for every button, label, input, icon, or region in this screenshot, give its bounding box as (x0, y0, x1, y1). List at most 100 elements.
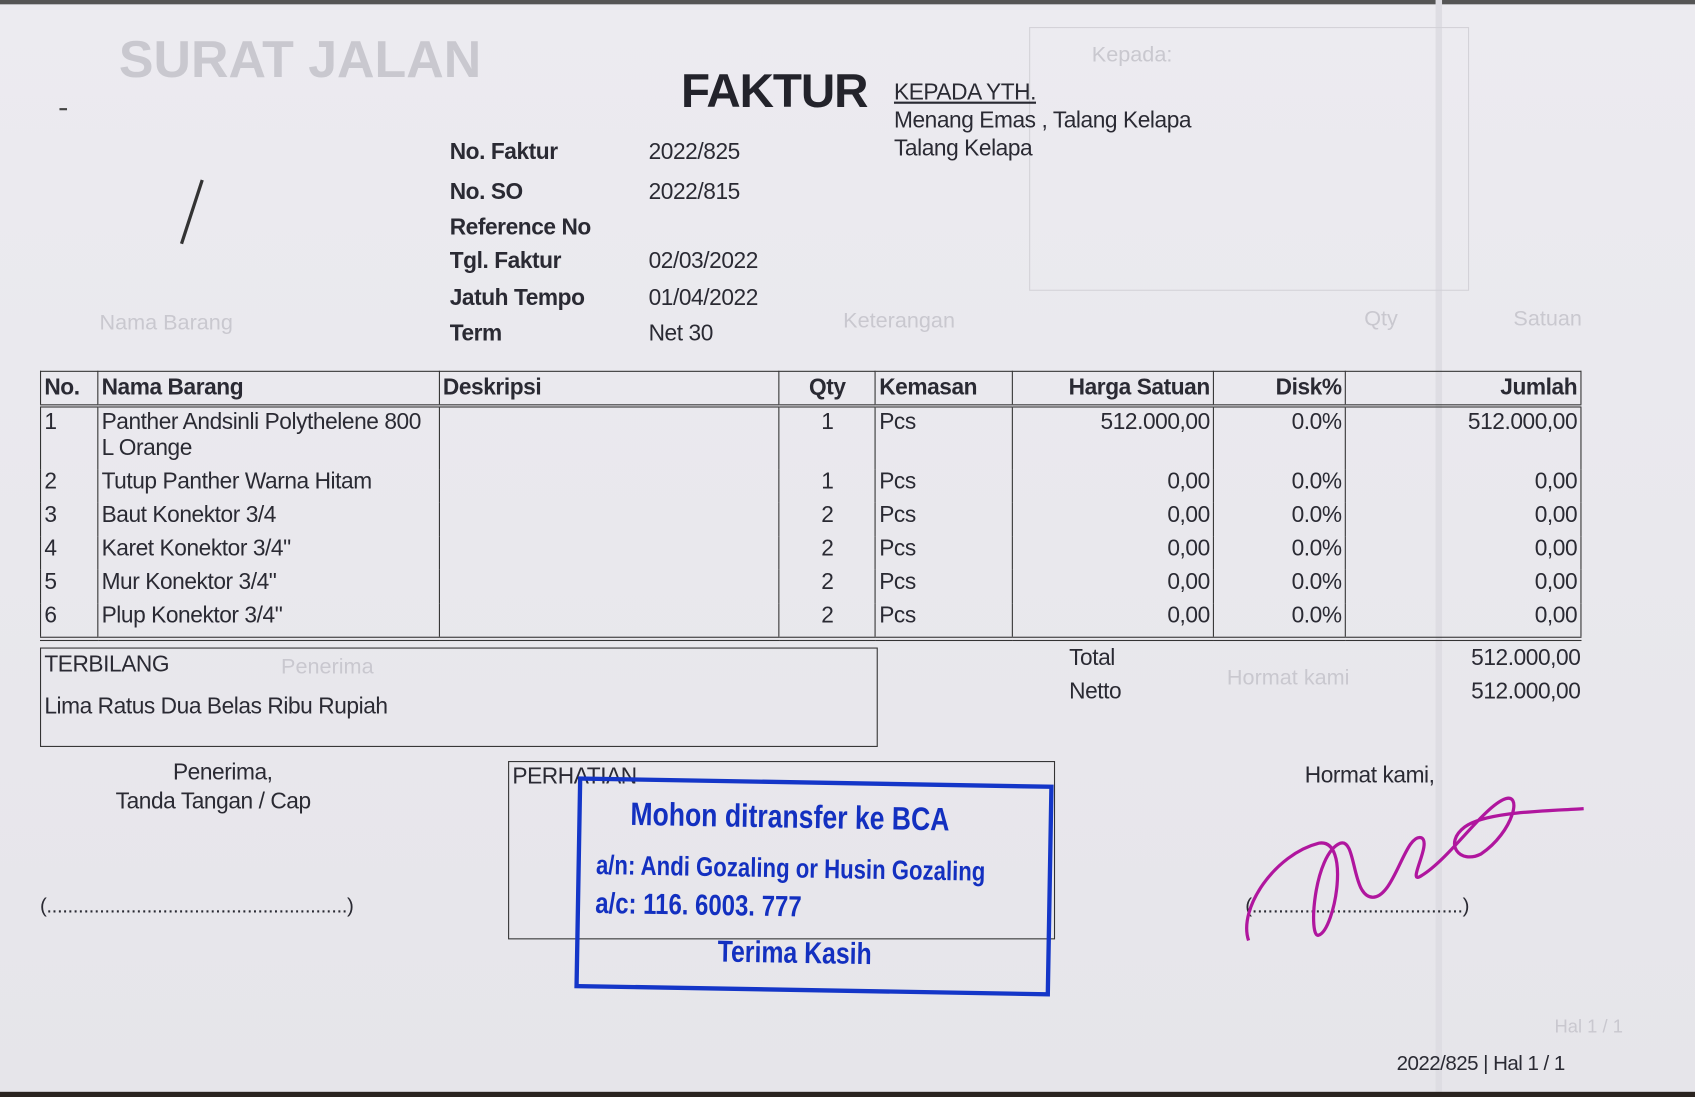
cell-disk: 0.0% (1213, 603, 1346, 642)
netto-label: Netto (1069, 678, 1122, 704)
cell-nama: Karet Konektor 3/4" (97, 536, 440, 570)
total-value: 512.000,00 (1471, 645, 1581, 671)
cell-harga: 0,00 (1012, 502, 1215, 537)
cell-jumlah: 0,00 (1344, 536, 1582, 570)
cell-jumlah: 0,00 (1344, 469, 1582, 503)
cell-nama: Tutup Panther Warna Hitam (97, 469, 440, 503)
cell-disk: 0.0% (1213, 502, 1346, 537)
cell-no: 3 (39, 502, 99, 537)
info-value: 01/04/2022 (648, 285, 759, 311)
receiver-sign-caption: Tanda Tangan / Cap (115, 789, 311, 814)
cell-nama: Mur Konektor 3/4" (97, 569, 440, 604)
cell-deskripsi (438, 469, 780, 503)
table-row: 6 Plup Konektor 3/4" 2 Pcs 0,00 0.0% 0,00 (39, 603, 1582, 642)
col-header: Jumlah (1344, 370, 1582, 408)
cell-harga: 0,00 (1012, 536, 1215, 570)
cell-jumlah: 0,00 (1344, 569, 1582, 604)
info-label: No. SO (449, 179, 524, 205)
perhatian-box (508, 761, 1056, 940)
bank-transfer-stamp: Mohon ditransfer ke BCA a/n: Andi Gozali… (574, 776, 1054, 997)
total-label: Total (1069, 645, 1115, 671)
cell-kemasan: Pcs (874, 603, 1014, 642)
col-header: Nama Barang (97, 370, 440, 408)
col-header: Disk% (1213, 370, 1346, 408)
cell-no: 6 (39, 603, 99, 642)
cell-harga: 0,00 (1012, 569, 1215, 604)
stamp-line: Mohon ditransfer ke BCA (630, 796, 950, 838)
pen-mark (179, 179, 204, 245)
pen-mark (59, 108, 68, 111)
cell-qty: 1 (778, 405, 876, 470)
table-header-row: No. Nama Barang Deskripsi Qty Kemasan Ha… (39, 370, 1582, 408)
signature (1245, 796, 1584, 941)
col-header: Qty (778, 370, 876, 408)
cell-no: 4 (39, 536, 99, 570)
recipient-line2: Talang Kelapa (893, 136, 1033, 162)
info-value: Net 30 (648, 321, 714, 346)
ghost-text: Qty (1364, 307, 1398, 331)
page-footer: 2022/825 | Hal 1 / 1 (1396, 1052, 1566, 1076)
ghost-text: Kepada: (1091, 43, 1173, 68)
ghost-text: Keterangan (843, 309, 955, 333)
info-value: 2022/825 (648, 139, 741, 165)
cell-deskripsi (438, 536, 780, 570)
paper-edge (0, 0, 1695, 5)
cell-kemasan: Pcs (874, 569, 1014, 604)
cell-jumlah: 512.000,00 (1344, 405, 1582, 470)
cell-disk: 0.0% (1213, 405, 1346, 470)
cell-harga: 512.000,00 (1012, 405, 1215, 470)
cell-deskripsi (438, 502, 780, 537)
receiver-sign-line: (.......................................… (39, 895, 354, 918)
table-row: 3 Baut Konektor 3/4 2 Pcs 0,00 0.0% 0,00 (39, 502, 1582, 537)
document-title: FAKTUR (681, 64, 868, 118)
cell-disk: 0.0% (1213, 569, 1346, 604)
info-value: 2022/815 (648, 179, 741, 205)
stamp-line: a/c: 116. 6003. 777 (595, 886, 802, 923)
cell-qty: 2 (778, 569, 876, 604)
col-header: Kemasan (874, 370, 1014, 408)
col-header: Deskripsi (438, 370, 780, 408)
terbilang-box (39, 647, 878, 747)
table-row: 5 Mur Konektor 3/4" 2 Pcs 0,00 0.0% 0,00 (39, 569, 1582, 604)
cell-disk: 0.0% (1213, 469, 1346, 503)
cell-deskripsi (438, 405, 780, 470)
terbilang-label: TERBILANG (44, 651, 170, 677)
cell-deskripsi (438, 569, 780, 604)
info-label: No. Faktur (449, 139, 558, 165)
stamp-line: Terima Kasih (717, 934, 873, 971)
ghost-text: Nama Barang (99, 311, 233, 336)
table-row: 2 Tutup Panther Warna Hitam 1 Pcs 0,00 0.0% 0,… (39, 469, 1582, 503)
items-table: No. Nama Barang Deskripsi Qty Kemasan Ha… (39, 370, 1582, 642)
cell-no: 2 (39, 469, 99, 503)
ghost-text: SURAT JALAN (118, 31, 482, 89)
perhatian-label: PERHATIAN (512, 764, 637, 790)
sender-label: Hormat kami, (1304, 763, 1435, 789)
stamp-line: a/n: Andi Gozaling or Husin Gozaling (595, 850, 986, 888)
cell-kemasan: Pcs (874, 405, 1014, 470)
cell-qty: 2 (778, 536, 876, 570)
terbilang-value: Lima Ratus Dua Belas Ribu Rupiah (44, 694, 388, 719)
cell-no: 1 (39, 405, 99, 470)
recipient-line1: Menang Emas , Talang Kelapa (893, 108, 1192, 133)
info-label: Term (449, 321, 503, 346)
sender-sign-line: (.......................................… (1245, 895, 1470, 918)
cell-disk: 0.0% (1213, 536, 1346, 570)
cell-no: 5 (39, 569, 99, 604)
cell-nama: Panther Andsinli Polythelene 800 L Orang… (97, 405, 440, 470)
info-value: 02/03/2022 (648, 248, 759, 274)
info-label: Tgl. Faktur (449, 248, 562, 274)
ghost-text: Penerima (281, 655, 374, 679)
cell-kemasan: Pcs (874, 536, 1014, 570)
cell-qty: 1 (778, 469, 876, 503)
ghost-text: Hormat kami (1226, 665, 1350, 690)
ghost-box (1029, 27, 1470, 291)
cell-nama: Plup Konektor 3/4" (97, 603, 440, 642)
receiver-label: Penerima, (172, 759, 273, 785)
cell-qty: 2 (778, 502, 876, 537)
cell-nama: Baut Konektor 3/4 (97, 502, 440, 537)
table-row: 4 Karet Konektor 3/4" 2 Pcs 0,00 0.0% 0,00 (39, 536, 1582, 570)
cell-harga: 0,00 (1012, 469, 1215, 503)
paper-edge (0, 1091, 1695, 1097)
info-label: Reference No (449, 215, 592, 240)
cell-jumlah: 0,00 (1344, 502, 1582, 537)
